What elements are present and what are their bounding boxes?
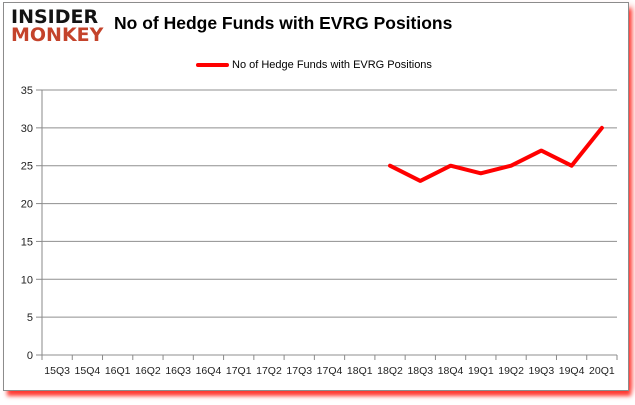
x-axis-tick-label: 18Q4 [438, 365, 464, 377]
x-axis-tick-label: 16Q3 [165, 365, 191, 377]
legend-label: No of Hedge Funds with EVRG Positions [232, 59, 432, 71]
x-axis-tick-label: 17Q2 [256, 365, 282, 377]
y-axis-tick-label: 35 [21, 85, 33, 97]
x-axis-tick-label: 15Q4 [75, 365, 101, 377]
y-axis-tick-label: 30 [21, 123, 33, 135]
x-axis-labels: 15Q3 15Q4 16Q1 16Q2 16Q3 16Q4 17Q1 17Q2 17Q3 17Q4… [44, 365, 615, 377]
x-axis-tick-label: 18Q3 [407, 365, 433, 377]
y-axis-tick-label: 20 [21, 199, 33, 211]
chart-frame [3, 2, 629, 391]
x-axis-tick-label: 20Q1 [589, 365, 615, 377]
series-line [388, 125, 604, 183]
x-axis-tick-label: 17Q3 [286, 365, 312, 377]
gridlines [36, 89, 617, 356]
insider-monkey-logo: INSIDER MONKEY [11, 7, 103, 45]
x-axis-tick-label: 16Q2 [135, 365, 161, 377]
x-axis-tick-label: 15Q3 [44, 365, 70, 377]
x-axis-tick-label: 18Q1 [347, 365, 373, 377]
legend: No of Hedge Funds with EVRG Positions [196, 59, 432, 71]
y-axis-tick-label: 10 [21, 274, 33, 286]
x-axis-ticks [41, 355, 618, 360]
x-axis-tick-label: 19Q3 [528, 365, 554, 377]
x-axis-tick-label: 19Q1 [468, 365, 494, 377]
x-axis-tick-label: 18Q2 [377, 365, 403, 377]
chart-title: No of Hedge Funds with EVRG Positions [114, 13, 453, 33]
x-axis-tick-label: 17Q4 [317, 365, 343, 377]
logo-line-insider: INSIDER [11, 6, 99, 28]
y-axis-tick-label: 25 [21, 161, 33, 173]
logo-line-monkey: MONKEY [11, 24, 104, 46]
y-axis-labels: 0 5 10 15 20 25 30 35 [21, 85, 33, 362]
y-axis-tick-label: 5 [27, 312, 33, 324]
legend-line-swatch [196, 62, 229, 68]
x-axis-tick-label: 16Q4 [196, 365, 222, 377]
x-axis-tick-label: 16Q1 [105, 365, 131, 377]
x-axis-tick-label: 19Q2 [498, 365, 524, 377]
x-axis-tick-label: 19Q4 [559, 365, 585, 377]
y-axis-tick-label: 0 [27, 350, 33, 362]
x-axis-tick-label: 17Q1 [226, 365, 252, 377]
y-axis-tick-label: 15 [21, 236, 33, 248]
